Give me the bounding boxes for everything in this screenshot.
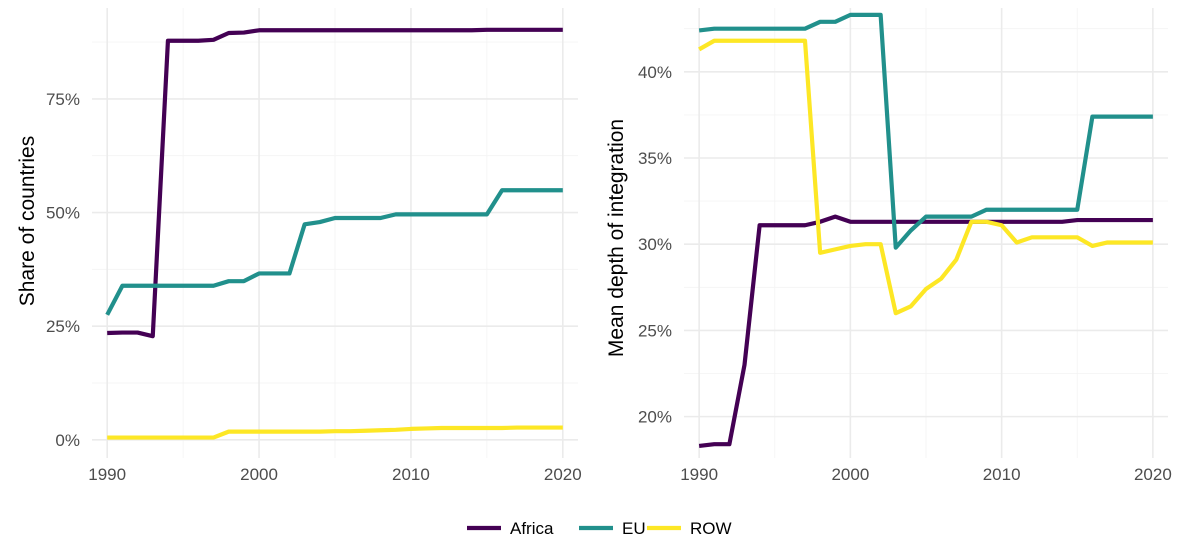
legend-label-africa: Africa [510, 519, 554, 538]
legend-label-row: ROW [690, 519, 732, 538]
right-y-tick-label: 20% [638, 408, 672, 427]
left-x-tick-label: 1990 [88, 465, 126, 484]
left-series-line-eu [105, 188, 563, 316]
right-panel-x-ticks: 1990 2000 2010 2020 [680, 465, 1172, 484]
left-y-tick-label: 50% [46, 204, 80, 223]
left-x-tick-label: 2010 [392, 465, 430, 484]
left-series-line-row [107, 425, 563, 440]
left-panel-grid [92, 8, 578, 458]
left-y-axis-title: Share of countries [16, 136, 39, 306]
right-panel: 20% 25% 30% 35% 40% 1990 2000 2010 2020 Mean de… [605, 8, 1172, 484]
right-series-line-africa [698, 214, 1153, 449]
right-y-tick-label: 40% [638, 63, 672, 82]
right-x-tick-label: 2020 [1134, 465, 1172, 484]
right-x-tick-label: 2010 [983, 465, 1021, 484]
right-y-tick-label: 25% [638, 321, 672, 340]
left-y-tick-label: 25% [46, 317, 80, 336]
right-panel-series [698, 12, 1153, 449]
right-panel-y-ticks: 20% 25% 30% 35% 40% [638, 63, 672, 427]
right-y-axis-title: Mean depth of integration [605, 119, 628, 357]
left-y-tick-label: 0% [55, 431, 80, 450]
right-series-line-row [698, 38, 1153, 316]
left-panel-series [105, 27, 563, 440]
left-panel: 0% 25% 50% 75% 1990 2000 2010 2020 Share of co… [16, 8, 582, 484]
left-series-line-africa [107, 27, 563, 339]
left-panel-y-ticks: 0% 25% 50% 75% [46, 90, 80, 450]
legend: Africa EU ROW [467, 519, 732, 538]
right-x-tick-label: 1990 [680, 465, 718, 484]
left-x-tick-label: 2000 [240, 465, 278, 484]
right-y-tick-label: 35% [638, 149, 672, 168]
left-x-tick-label: 2020 [544, 465, 582, 484]
left-y-tick-label: 75% [46, 90, 80, 109]
legend-label-eu: EU [622, 519, 646, 538]
right-y-tick-label: 30% [638, 235, 672, 254]
right-series-line-eu [698, 12, 1153, 250]
left-panel-x-ticks: 1990 2000 2010 2020 [88, 465, 581, 484]
right-x-tick-label: 2000 [831, 465, 869, 484]
